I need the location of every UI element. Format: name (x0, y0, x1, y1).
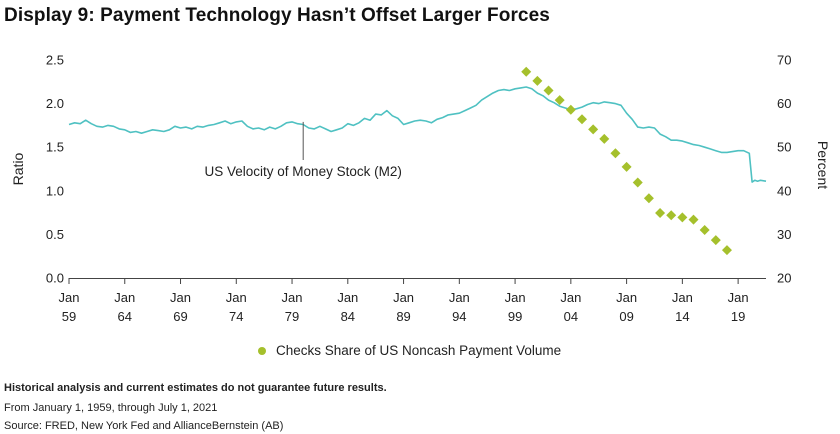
checks-point (521, 66, 532, 77)
x-tick-label-year: 69 (173, 309, 187, 324)
right-tick-label: 50 (777, 140, 791, 155)
checks-point (643, 193, 654, 204)
x-tick-label-month: Jan (226, 290, 247, 305)
left-tick-label: 1.0 (46, 183, 64, 198)
checks-point (666, 210, 677, 221)
x-tick-label-year: 84 (341, 309, 355, 324)
right-tick-label: 30 (777, 227, 791, 242)
x-tick-label-year: 74 (229, 309, 243, 324)
checks-point (565, 104, 576, 115)
chart-title: Display 9: Payment Technology Hasn’t Off… (4, 5, 550, 26)
chart-axes (68, 278, 766, 284)
checks-point (621, 161, 632, 172)
x-tick-label-year: 14 (675, 309, 689, 324)
x-tick-label-month: Jan (114, 290, 135, 305)
velocity-line (68, 86, 767, 183)
x-tick-label-month: Jan (560, 290, 581, 305)
checks-point (588, 124, 599, 135)
x-tick-label-year: 89 (396, 309, 410, 324)
right-axis-title: Percent (815, 141, 831, 189)
left-axis-title: Ratio (10, 152, 26, 185)
right-tick-label: 70 (777, 53, 791, 68)
footnote-disclaimer: Historical analysis and current estimate… (4, 382, 387, 394)
checks-point (543, 85, 554, 96)
x-tick-label-month: Jan (728, 290, 749, 305)
checks-point (554, 95, 565, 106)
left-tick-label: 0.5 (46, 227, 64, 242)
legend-marker-checks (258, 346, 266, 355)
x-tick-label-month: Jan (393, 290, 414, 305)
checks-point (655, 208, 666, 219)
x-tick-label-year: 94 (452, 309, 466, 324)
x-tick-label-month: Jan (616, 290, 637, 305)
checks-point (599, 133, 610, 144)
checks-series (521, 66, 732, 256)
tick-labels: 0.0 0.5 1.0 1.5 2.0 2.5 20 30 40 50 60 70 Ratio Perce… (10, 53, 831, 325)
checks-point (632, 177, 643, 188)
x-tick-label-year: 64 (118, 309, 132, 324)
checks-point (532, 75, 543, 86)
annotation-label: US Velocity of Money Stock (M2) (205, 164, 402, 179)
x-tick-label-month: Jan (672, 290, 693, 305)
left-tick-label: 0.0 (46, 271, 64, 286)
x-tick-label-year: 59 (62, 309, 76, 324)
checks-point (721, 245, 732, 256)
x-tick-label-month: Jan (337, 290, 358, 305)
left-tick-label: 1.5 (46, 140, 64, 155)
x-tick-label-year: 19 (731, 309, 745, 324)
x-tick-label-month: Jan (282, 290, 303, 305)
x-tick-label-year: 79 (285, 309, 299, 324)
checks-point (576, 114, 587, 125)
x-tick-label-month: Jan (505, 290, 526, 305)
x-tick-label-year: 99 (508, 309, 522, 324)
legend-label-checks: Checks Share of US Noncash Payment Volum… (276, 343, 562, 358)
right-tick-label: 20 (777, 271, 791, 286)
checks-point (610, 148, 621, 159)
x-tick-label-month: Jan (59, 290, 80, 305)
footnote-period: From January 1, 1959, through July 1, 20… (4, 402, 218, 414)
checks-point (688, 214, 699, 225)
checks-point (677, 212, 688, 223)
x-tick-label-year: 04 (564, 309, 578, 324)
velocity-series (68, 86, 767, 183)
x-tick-label-year: 09 (619, 309, 633, 324)
x-tick-label-month: Jan (170, 290, 191, 305)
footnote-source: Source: FRED, New York Fed and AllianceB… (4, 420, 284, 432)
legend: Checks Share of US Noncash Payment Volum… (258, 343, 561, 358)
right-tick-label: 60 (777, 96, 791, 111)
left-tick-label: 2.5 (46, 53, 64, 68)
checks-point (699, 225, 710, 236)
right-tick-label: 40 (777, 183, 791, 198)
x-tick-label-month: Jan (449, 290, 470, 305)
left-tick-label: 2.0 (46, 96, 64, 111)
checks-point (710, 235, 721, 246)
